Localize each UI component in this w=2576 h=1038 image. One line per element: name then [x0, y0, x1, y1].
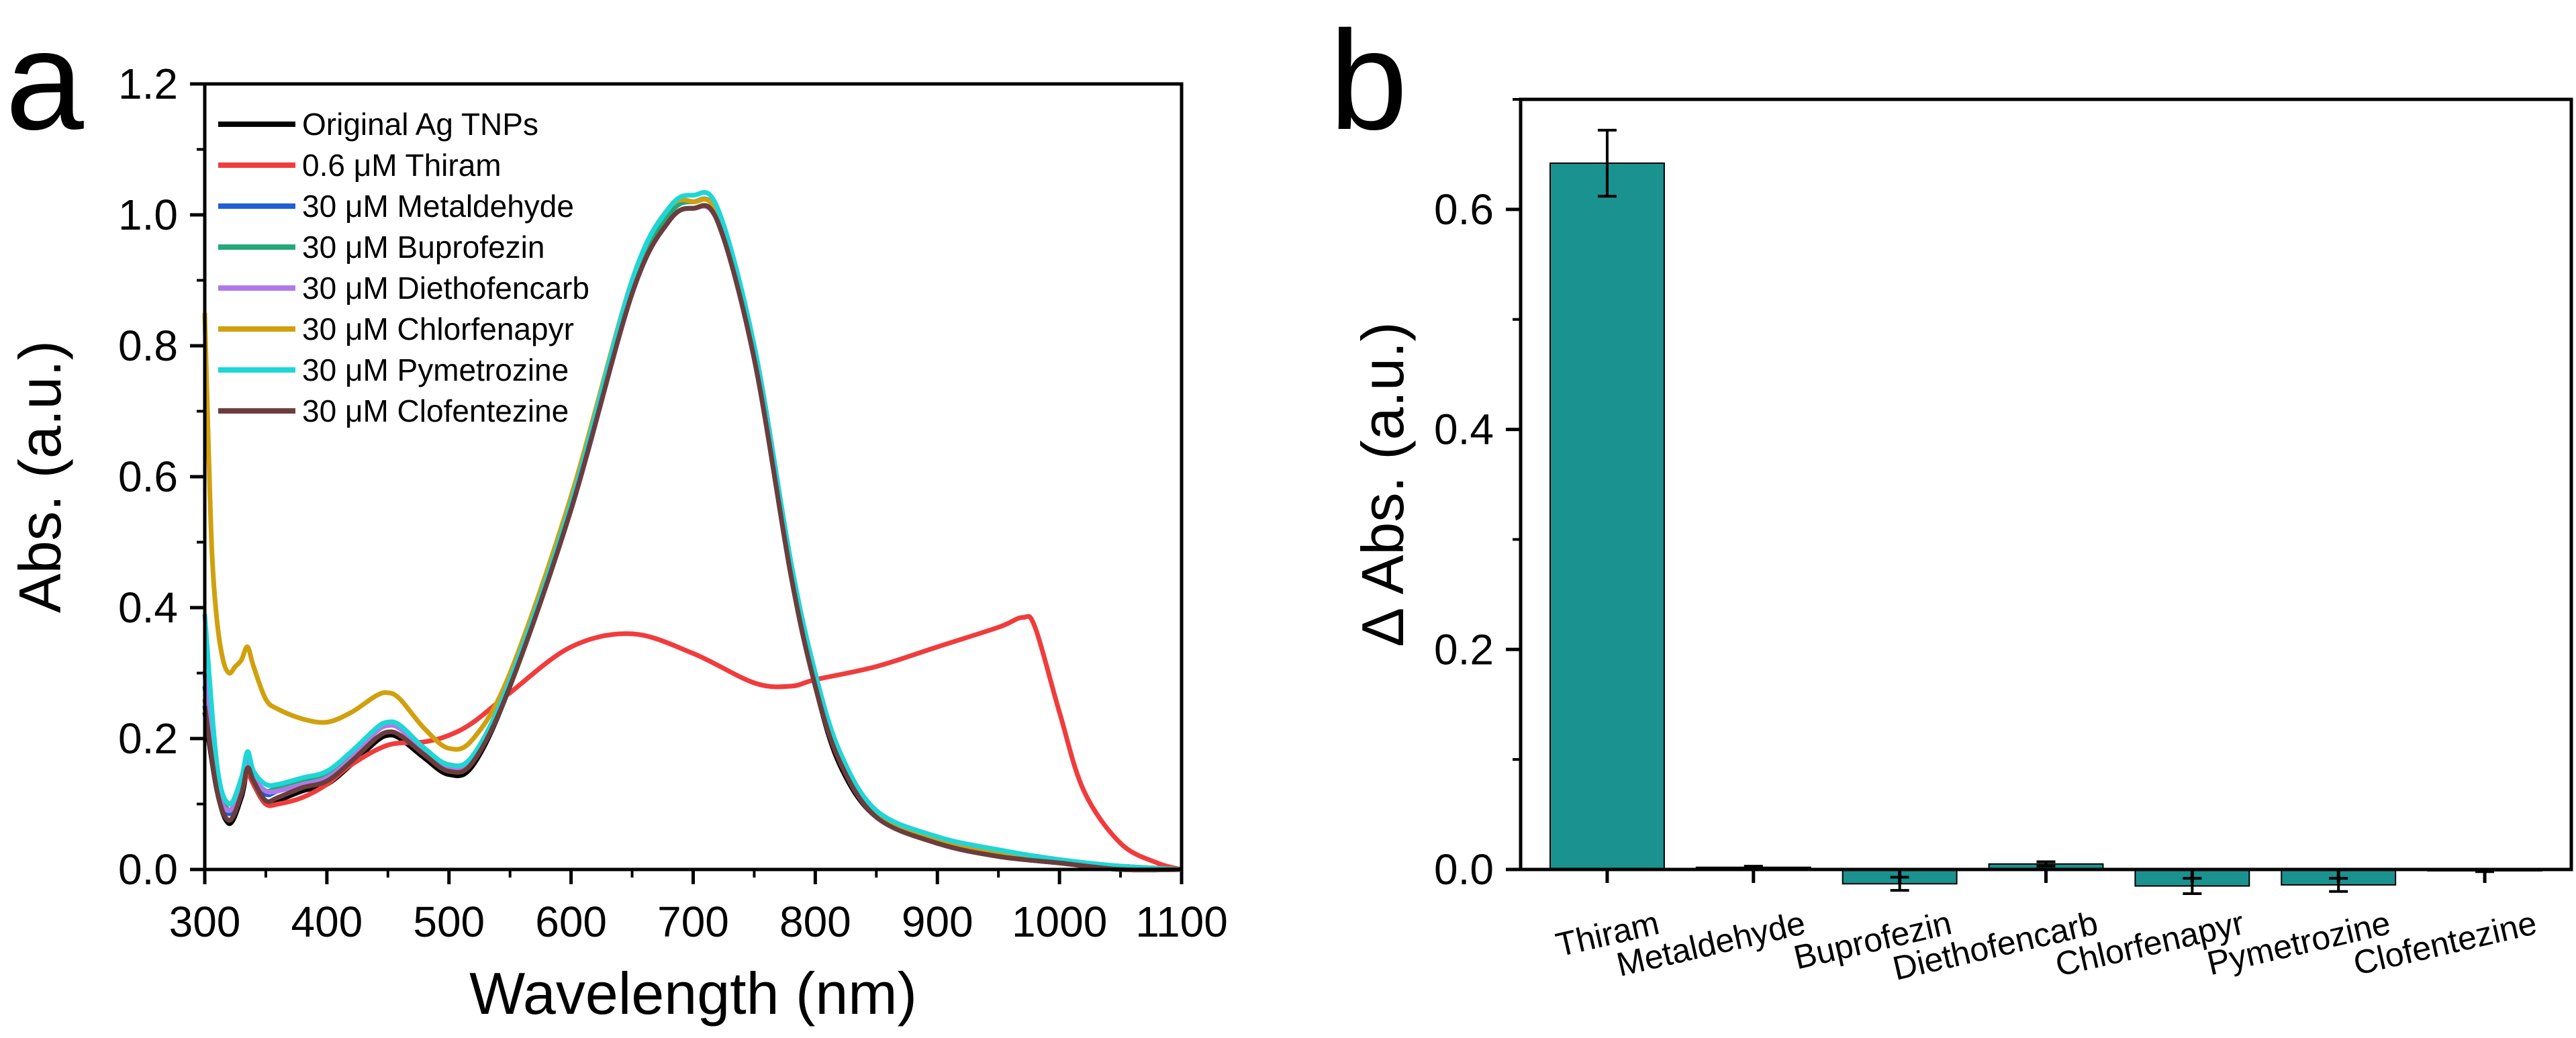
legend-label: Original Ag TNPs [302, 107, 538, 142]
panel-a-axes: 300 400 500 600 700 800 900 1000 1100 0.0 0.2 0.4 0.… [118, 60, 1228, 946]
panel-b-category-labels: ThiramMetaldehydeBuprofezinDiethofencarb… [1552, 869, 2540, 988]
panel-a-y-tick-label: 0.4 [118, 583, 178, 632]
panel-b-y-tick-label: 0.6 [1434, 185, 1494, 234]
panel-b-y-axis-title: Δ Abs. (a.u.) [1349, 322, 1416, 647]
panel-b-y-tick-label: 0.4 [1434, 406, 1494, 454]
panel-a-x-tick-label: 1000 [1012, 898, 1107, 946]
panel-a-y-tick-label: 1.2 [118, 60, 178, 108]
panel-a-x-axis-title: Wavelength (nm) [469, 960, 917, 1027]
panel-a-y-tick-label: 0.2 [118, 714, 178, 763]
series-line-30-m-diethofencarb [202, 203, 1182, 872]
panel-a-legend: Original Ag TNPs 0.6 μM Thiram 30 μM Metal… [218, 107, 589, 428]
series-line-30-m-clofentezine [202, 203, 1182, 873]
panel-b-y-tick-label: 0.0 [1434, 845, 1494, 894]
legend-label: 30 μM Diethofencarb [302, 271, 589, 305]
legend-label: 30 μM Pymetrozine [302, 352, 569, 387]
panel-a-series-lines [202, 190, 1182, 873]
panel-b-plot-frame [1519, 97, 2573, 871]
panel-a-y-tick-label: 1.0 [118, 191, 178, 239]
panel-a-x-tick-label: 700 [657, 898, 729, 946]
panel-a-plot-frame [203, 82, 1184, 871]
panel-a-y-tick-label: 0.8 [118, 322, 178, 370]
panel-a-x-tick-label: 600 [535, 898, 607, 946]
panel-b-letter: b [1329, 1, 1408, 159]
legend-label: 30 μM Buprofezin [302, 230, 544, 265]
panel-b-bars [1549, 128, 2543, 896]
panel-a-letter: a [5, 1, 84, 159]
panel-a-x-tick-label: 500 [413, 898, 485, 946]
panel-a-x-tick-label: 1100 [1135, 898, 1228, 946]
panel-a-x-tick-label: 300 [169, 898, 241, 946]
panel-a-y-tick-label: 0.6 [118, 453, 178, 501]
legend-label: 0.6 μM Thiram [302, 148, 502, 183]
panel-b-bar-chart: b 0.0 0.2 0.4 0.6 ThiramMetaldehydeBuprofez… [1329, 1, 2573, 988]
panel-a-x-tick-label: 800 [779, 898, 851, 946]
legend-label: 30 μM Metaldehyde [302, 189, 574, 224]
bar-thiram [1549, 162, 1665, 871]
panel-b-axes: 0.0 0.2 0.4 0.6 [1434, 98, 1521, 894]
panel-a-y-tick-label: 0.0 [118, 845, 178, 894]
panel-b-y-tick-label: 0.2 [1434, 625, 1494, 673]
panel-a-line-chart: a 300 400 500 600 700 800 900 1000 1100 0.0 0.2 0.4… [5, 1, 1228, 1027]
legend-label: 30 μM Chlorfenapyr [302, 312, 574, 346]
panel-a-x-tick-label: 900 [902, 898, 973, 946]
panel-a-x-tick-label: 400 [291, 898, 363, 946]
panel-a-y-axis-title: Abs. (a.u.) [7, 340, 73, 613]
legend-label: 30 μM Clofentezine [302, 393, 569, 428]
series-line-0-6-m-thiram [202, 614, 1182, 872]
